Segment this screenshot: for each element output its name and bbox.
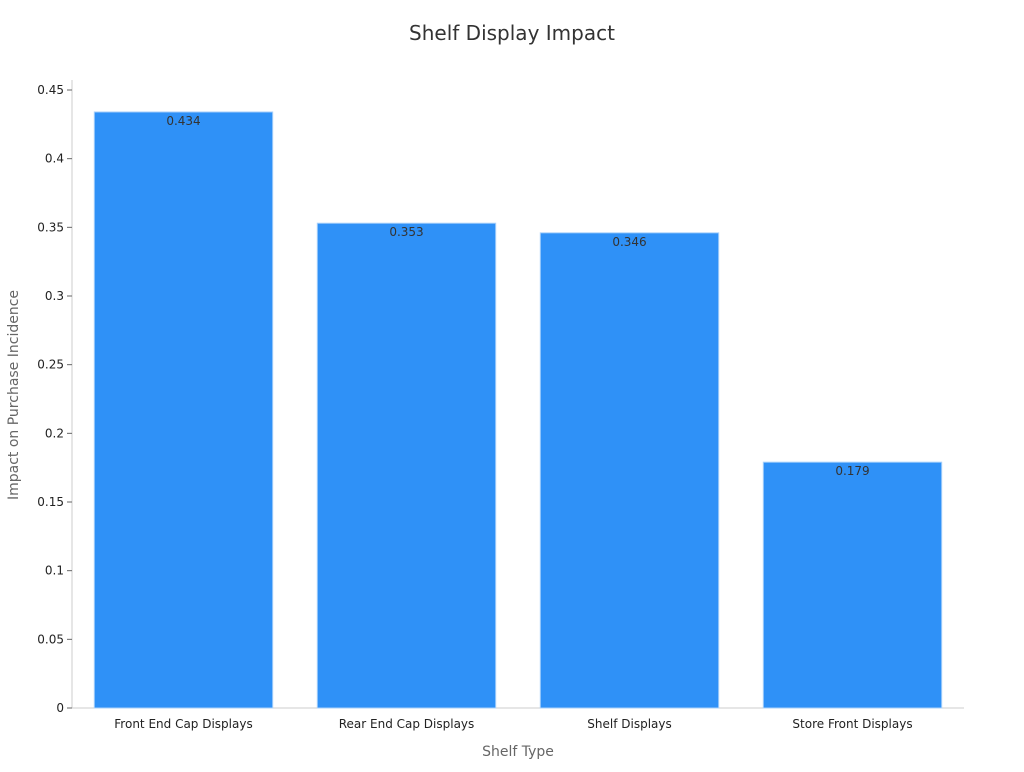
data-label: 0.353 xyxy=(389,225,423,239)
bar xyxy=(539,232,720,709)
data-label: 0.179 xyxy=(835,464,869,478)
x-tick-label: Shelf Displays xyxy=(587,717,671,731)
y-tick-label: 0.45 xyxy=(37,83,64,97)
y-axis-title: Impact on Purchase Incidence xyxy=(6,290,22,500)
chart-title: Shelf Display Impact xyxy=(409,21,615,45)
x-tick-label: Rear End Cap Displays xyxy=(339,717,475,731)
x-axis: Front End Cap Displays Rear End Cap Displ… xyxy=(72,707,964,731)
bar xyxy=(762,461,943,709)
bar xyxy=(93,111,274,709)
y-tick-label: 0.3 xyxy=(45,289,64,303)
y-tick-label: 0.1 xyxy=(45,564,64,578)
data-label: 0.434 xyxy=(166,114,200,128)
data-label: 0.346 xyxy=(612,235,646,249)
x-axis-title: Shelf Type xyxy=(482,744,554,760)
y-tick-label: 0.2 xyxy=(45,426,64,440)
bar xyxy=(316,222,497,709)
y-axis: 0 0.05 0.1 0.15 0.2 0.25 0.3 0.35 0.4 0.45 xyxy=(37,80,73,715)
y-tick-label: 0.4 xyxy=(45,152,64,166)
y-tick-label: 0.35 xyxy=(37,220,64,234)
y-tick-label: 0 xyxy=(56,701,64,715)
data-labels: 0.434 0.353 0.346 0.179 xyxy=(166,114,869,478)
y-tick-label: 0.25 xyxy=(37,358,64,372)
x-tick-label: Store Front Displays xyxy=(792,717,912,731)
bar-series xyxy=(93,111,943,709)
y-tick-label: 0.05 xyxy=(37,632,64,646)
x-tick-label: Front End Cap Displays xyxy=(114,717,252,731)
y-tick-label: 0.15 xyxy=(37,495,64,509)
